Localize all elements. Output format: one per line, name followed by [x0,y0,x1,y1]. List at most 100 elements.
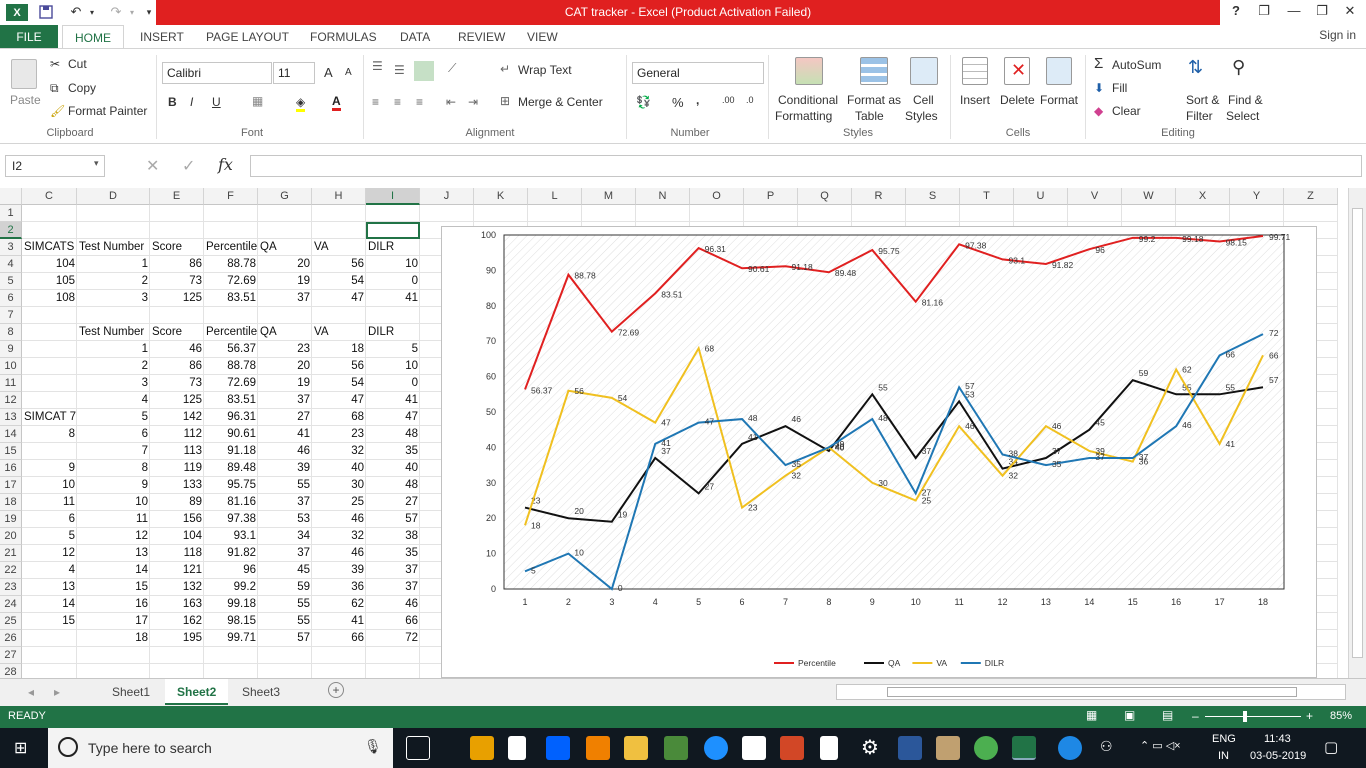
cell[interactable] [366,647,420,664]
horizontal-scrollbar[interactable] [836,684,1346,700]
column-header-e[interactable]: E [150,188,204,205]
find-select-label-1[interactable]: Find & [1228,93,1263,107]
cell[interactable] [528,205,582,222]
cell[interactable] [258,647,312,664]
cell-value[interactable]: 0 [366,375,420,392]
cell-value[interactable]: 104 [150,528,204,545]
row-header-21[interactable]: 21 [0,545,22,562]
row-header-23[interactable]: 23 [0,579,22,596]
cell[interactable] [690,205,744,222]
people-icon[interactable]: ⚇ [1100,738,1113,754]
cell-value[interactable]: 27 [366,494,420,511]
cell-value[interactable]: 72.69 [204,375,258,392]
decrease-indent-icon[interactable]: ⇤ [446,95,457,109]
cell[interactable] [22,443,77,460]
name-box[interactable]: I2 [5,155,105,177]
cell[interactable] [1230,205,1284,222]
tab-data[interactable]: DATA [400,30,431,44]
cell[interactable] [636,205,690,222]
cell[interactable] [312,647,366,664]
cell[interactable] [906,205,960,222]
row-header-14[interactable]: 14 [0,426,22,443]
page-layout-view-icon[interactable]: ▣ [1124,708,1136,722]
cell[interactable] [150,205,204,222]
cell-value[interactable]: 13 [22,579,77,596]
undo-dropdown-icon[interactable]: ▾ [89,7,94,17]
cell[interactable] [77,205,150,222]
cell-value[interactable]: 83.51 [204,392,258,409]
row-header-2[interactable]: 2 [0,222,22,239]
cell[interactable] [474,205,528,222]
ribbon-display-button[interactable]: ❐ [1258,3,1270,18]
cell[interactable] [150,222,204,239]
cell-value[interactable]: 56.37 [204,341,258,358]
cell-value[interactable]: 90.61 [204,426,258,443]
column-header-r[interactable]: R [852,188,906,205]
cell[interactable] [150,647,204,664]
column-header-q[interactable]: Q [798,188,852,205]
row-header-11[interactable]: 11 [0,375,22,392]
taskbar-search[interactable]: Type here to search 🎙 [48,728,393,768]
cell-value[interactable]: 16 [77,596,150,613]
borders-icon[interactable]: ▦ [252,94,264,108]
cell-value[interactable]: 73 [150,273,204,290]
cell-value[interactable]: 195 [150,630,204,647]
number-format-select[interactable]: General [632,62,764,84]
cell[interactable] [22,664,77,678]
cell-value[interactable]: 66 [312,630,366,647]
cell-value[interactable]: 1 [77,256,150,273]
row-header-9[interactable]: 9 [0,341,22,358]
row-header-15[interactable]: 15 [0,443,22,460]
column-header-p[interactable]: P [744,188,798,205]
redo-dropdown-icon[interactable]: ▾ [129,7,134,17]
cell-value[interactable]: Test Number [77,239,150,256]
cell-value[interactable]: 39 [312,562,366,579]
cell[interactable] [77,647,150,664]
row-header-7[interactable]: 7 [0,307,22,324]
cell-value[interactable]: 91.82 [204,545,258,562]
row-header-19[interactable]: 19 [0,511,22,528]
orientation-icon[interactable]: ⟋ [448,61,457,75]
cell-value[interactable]: SIMCATS [22,239,77,256]
cell-value[interactable]: 99.18 [204,596,258,613]
cell[interactable] [366,664,420,678]
cell-value[interactable]: 163 [150,596,204,613]
cell-value[interactable]: 105 [22,273,77,290]
cell[interactable] [582,205,636,222]
cell-value[interactable]: 37 [366,579,420,596]
increase-indent-icon[interactable]: ⇥ [468,95,479,109]
cell-value[interactable]: 0 [366,273,420,290]
cell-value[interactable]: 113 [150,443,204,460]
horizontal-scroll-thumb[interactable] [887,687,1297,697]
cell[interactable] [1068,205,1122,222]
column-header-s[interactable]: S [906,188,960,205]
cell-value[interactable]: 19 [258,273,312,290]
vlc-icon[interactable] [586,736,610,760]
cell-value[interactable]: 72 [366,630,420,647]
column-header-m[interactable]: M [582,188,636,205]
cell-value[interactable]: 37 [258,290,312,307]
cell[interactable] [312,307,366,324]
cell-value[interactable]: 14 [22,596,77,613]
cell[interactable] [1284,664,1338,678]
save-icon[interactable] [36,3,56,21]
row-header-26[interactable]: 26 [0,630,22,647]
cell-value[interactable]: 41 [258,426,312,443]
cell-value[interactable]: 5 [77,409,150,426]
cell-value[interactable]: 55 [258,613,312,630]
cell-value[interactable]: 37 [258,545,312,562]
cell-styles-label-2[interactable]: Styles [905,109,938,123]
cell-value[interactable]: 125 [150,392,204,409]
tab-view[interactable]: VIEW [527,30,558,44]
wrap-text-button[interactable]: Wrap Text [518,63,572,77]
cell-value[interactable]: 3 [77,375,150,392]
cell[interactable] [204,307,258,324]
selected-cell-i2[interactable] [366,222,420,239]
cell-value[interactable]: 13 [77,545,150,562]
format-cells-icon[interactable] [1046,57,1072,85]
row-header-1[interactable]: 1 [0,205,22,222]
column-header-k[interactable]: K [474,188,528,205]
column-header-o[interactable]: O [690,188,744,205]
cell[interactable] [22,630,77,647]
cell-value[interactable]: Percentile [204,324,258,341]
